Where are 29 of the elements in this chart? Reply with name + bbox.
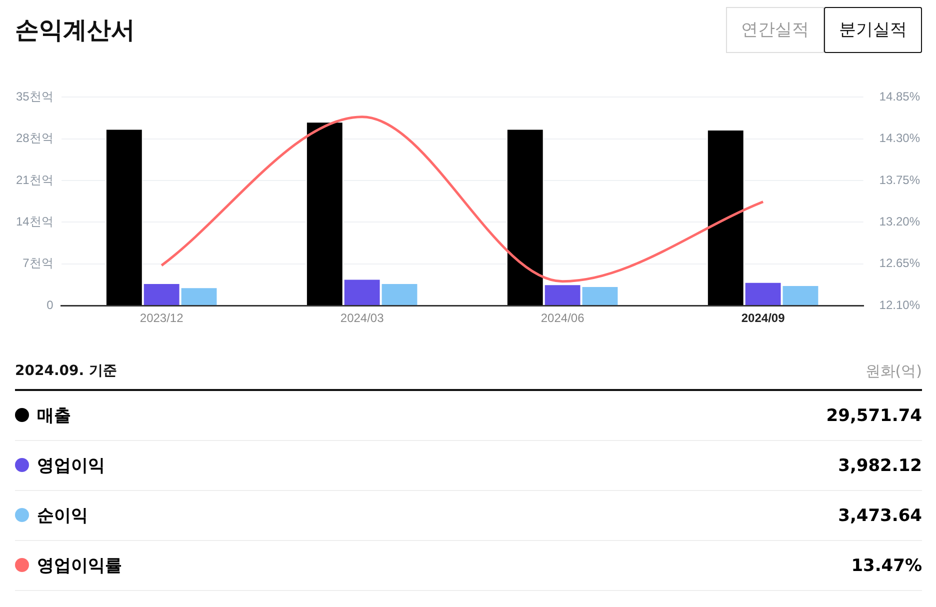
chart-title: 손익계산서 <box>15 15 135 46</box>
legend-label: 영업이익률 <box>36 555 122 577</box>
text: 분기실적 <box>824 7 922 53</box>
y-tick-label: 7천억 <box>22 256 54 270</box>
text: 2024.09. 기준 <box>15 362 117 381</box>
text: 3,982.12 <box>838 456 922 476</box>
legend-label: 매출 <box>36 405 71 427</box>
y2-tick-label: 12.65% <box>879 256 920 270</box>
text: 3,473.64 <box>838 506 922 526</box>
legend-label: 순이익 <box>36 505 88 527</box>
y2-tick-label: 13.75% <box>879 172 920 187</box>
y2-tick-label: 14.85% <box>879 90 920 104</box>
x-tick-label: 2023/12 <box>140 311 184 326</box>
y-tick-label: 35천억 <box>16 90 54 104</box>
y-tick-label: 21천억 <box>16 172 54 187</box>
y-tick-label: 14천억 <box>16 214 54 229</box>
y2-tick-label: 12.10% <box>879 298 920 312</box>
text: 연간실적 <box>726 7 824 53</box>
y2-tick-label: 14.30% <box>879 131 920 146</box>
y-tick-label: 28천억 <box>16 131 54 146</box>
text: 13.47% <box>851 556 922 576</box>
legend-label: 영업이익 <box>36 455 105 477</box>
x-tick-label: 2024/09 <box>741 311 786 326</box>
y2-tick-label: 13.20% <box>879 214 920 229</box>
x-tick-label: 2024/06 <box>540 311 585 326</box>
x-tick-label: 2024/03 <box>340 311 384 326</box>
text: 원화(억) <box>865 362 922 381</box>
y-tick-label: 0 <box>46 298 54 312</box>
text: 29,571.74 <box>826 406 922 426</box>
